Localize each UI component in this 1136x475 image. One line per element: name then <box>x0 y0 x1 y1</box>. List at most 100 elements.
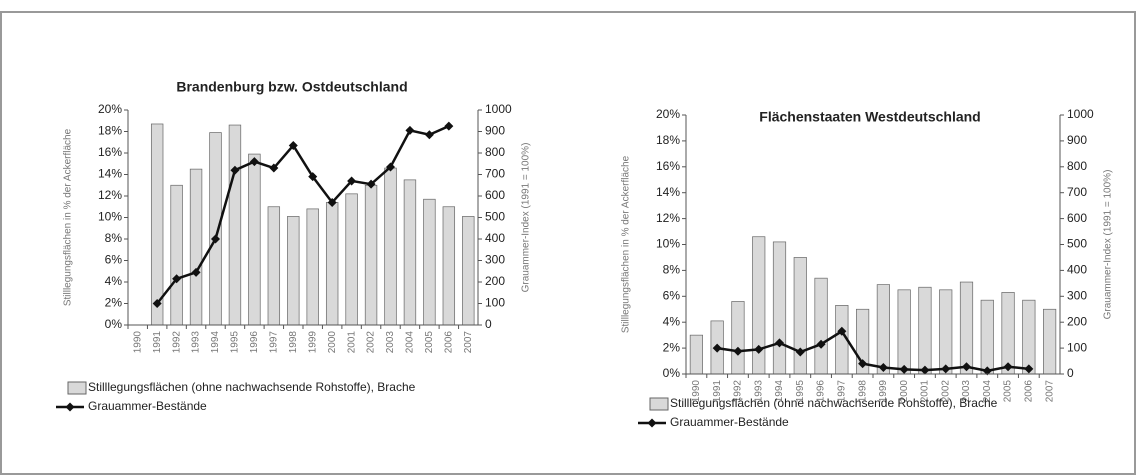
x-tick-label: 2001 <box>346 331 357 354</box>
y2-tick-label: 200 <box>485 274 505 288</box>
y-tick-label: 4% <box>105 274 123 288</box>
x-tick-label: 1991 <box>152 331 163 354</box>
y-axis-label: Stilllegungsflächen in % der Ackerfläche <box>63 128 74 306</box>
bar <box>248 153 261 326</box>
x-tick-label: 2005 <box>424 331 435 354</box>
x-tick-label: 2006 <box>443 331 454 354</box>
x-tick-label: 2003 <box>961 380 972 403</box>
x-tick-label: 2001 <box>920 380 931 403</box>
marker <box>962 362 971 372</box>
marker <box>308 172 318 182</box>
y2-tick-label: 100 <box>485 296 505 310</box>
y-tick-label: 14% <box>656 185 680 199</box>
y2-tick-label: 400 <box>485 231 505 245</box>
bar <box>731 301 745 375</box>
marker <box>941 364 951 374</box>
bar <box>364 184 378 326</box>
y-tick-label: 4% <box>663 314 681 328</box>
marker <box>1024 364 1034 374</box>
marker <box>347 176 357 186</box>
bar <box>1001 292 1015 375</box>
y2-tick-label: 700 <box>485 167 505 181</box>
y2-tick-label: 200 <box>1067 314 1087 328</box>
marker <box>211 234 220 244</box>
x-tick-label: 2006 <box>1023 380 1034 403</box>
marker <box>191 267 201 277</box>
bar <box>267 206 281 326</box>
bar <box>403 179 417 326</box>
marker <box>816 339 826 349</box>
y2-tick-label: 800 <box>1067 159 1087 173</box>
bar <box>150 123 164 326</box>
bar <box>689 334 703 375</box>
bar <box>189 168 203 326</box>
y2-tick-label: 1000 <box>485 102 512 116</box>
marker <box>327 197 337 207</box>
marker <box>230 165 240 175</box>
x-tick-label: 2007 <box>463 331 474 354</box>
y2-tick-label: 600 <box>485 188 505 202</box>
x-tick-label: 2000 <box>899 380 910 403</box>
y-tick-label: 10% <box>656 237 680 251</box>
line <box>716 329 1029 373</box>
marker <box>172 274 182 284</box>
y2-tick-label: 1000 <box>1067 107 1094 121</box>
y-tick-label: 2% <box>663 340 681 354</box>
marker <box>878 363 888 373</box>
y2-axis-label: Grauammer-Index (1991 = 100%) <box>521 143 532 293</box>
bar <box>980 299 994 375</box>
x-tick-label: 1996 <box>816 380 827 403</box>
y2-tick-label: 500 <box>1067 237 1087 251</box>
y2-tick-label: 900 <box>1067 133 1087 147</box>
legend-label: Stilllegungsflächen (ohne nachwachsende … <box>670 396 998 410</box>
legend-swatch <box>649 397 669 411</box>
legend-swatch <box>67 381 87 395</box>
x-tick-label: 1994 <box>774 380 785 403</box>
y2-tick-label: 800 <box>485 145 505 159</box>
bar <box>170 184 183 326</box>
y2-tick-label: 900 <box>485 124 505 138</box>
marker <box>858 359 868 369</box>
bar <box>384 167 397 326</box>
marker <box>1003 362 1013 372</box>
x-tick-label: 1998 <box>857 380 868 403</box>
bar <box>918 286 932 375</box>
y2-tick-label: 600 <box>1067 211 1087 225</box>
y2-tick-label: 500 <box>485 210 505 224</box>
x-tick-label: 1997 <box>268 331 279 354</box>
x-tick-label: 1994 <box>210 331 221 354</box>
bar <box>228 124 242 326</box>
marker <box>775 338 784 348</box>
bar <box>345 193 358 326</box>
y-tick-label: 18% <box>98 124 122 138</box>
x-tick-label: 1999 <box>878 380 889 403</box>
legend-label: Stilllegungsflächen (ohne nachwachsende … <box>88 380 416 394</box>
legend-label: Grauammer-Bestände <box>670 415 789 429</box>
bar <box>1022 299 1036 375</box>
bar <box>793 257 807 375</box>
y-tick-label: 16% <box>656 159 680 173</box>
y-tick-label: 2% <box>105 296 123 310</box>
y-tick-label: 6% <box>663 288 681 302</box>
x-tick-label: 2004 <box>405 331 416 354</box>
x-tick-label: 1992 <box>733 380 744 403</box>
x-tick-label: 2004 <box>982 380 993 403</box>
bar <box>772 241 787 375</box>
line <box>156 124 450 305</box>
marker <box>754 344 764 354</box>
bar <box>814 277 828 375</box>
x-tick-label: 1992 <box>171 331 182 354</box>
marker <box>899 364 909 374</box>
legend-marker <box>647 418 657 428</box>
y2-tick-label: 0 <box>485 317 492 331</box>
y-tick-label: 0% <box>105 317 123 331</box>
y-tick-label: 12% <box>98 188 122 202</box>
x-tick-label: 2002 <box>366 331 377 354</box>
bar <box>325 202 339 326</box>
y-tick-label: 14% <box>98 167 122 181</box>
bar <box>897 289 911 375</box>
chart-title: Brandenburg bzw. Ostdeutschland <box>176 79 407 95</box>
y2-tick-label: 300 <box>485 253 505 267</box>
x-tick-label: 2005 <box>1003 380 1014 403</box>
